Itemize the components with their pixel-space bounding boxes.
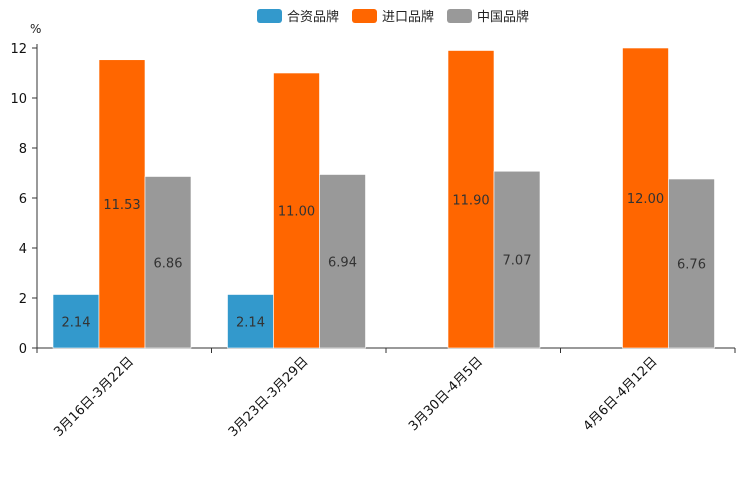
y-tick-label: 2 <box>19 292 27 307</box>
legend-item[interactable]: 进口品牌 <box>352 9 434 25</box>
legend-swatch <box>352 9 377 23</box>
legend-item[interactable]: 中国品牌 <box>447 9 529 25</box>
y-tick-label: 10 <box>10 92 27 107</box>
y-tick-label: 12 <box>10 42 27 57</box>
y-tick-label: 4 <box>19 242 27 257</box>
legend-swatch <box>447 9 472 23</box>
data-label: 2.14 <box>62 315 91 330</box>
y-tick-label: 6 <box>19 192 27 207</box>
bar-进口品牌-0 <box>98 59 146 349</box>
bar-中国品牌-3 <box>668 178 715 349</box>
legend: 合资品牌 进口品牌 中国品牌 <box>257 9 529 25</box>
legend-swatch <box>257 9 282 23</box>
legend-label: 进口品牌 <box>382 9 434 25</box>
bar-中国品牌-0 <box>144 176 192 349</box>
bar-进口品牌-3 <box>622 47 669 349</box>
x-tick-label: 3月30日-4月5日 <box>406 354 486 434</box>
data-label: 6.94 <box>328 255 357 270</box>
legend-label: 中国品牌 <box>477 9 529 25</box>
bar-中国品牌-1 <box>319 174 366 349</box>
bars <box>52 47 715 349</box>
data-label: 11.00 <box>278 205 315 220</box>
y-axis-unit: % <box>30 22 41 36</box>
data-labels: 2.14 2.14 11.53 11.00 11.90 12.00 6.86 6.94 7.07… <box>62 192 706 330</box>
legend-label: 合资品牌 <box>287 9 339 25</box>
bar-进口品牌-2 <box>447 50 495 349</box>
y-tick-label: 0 <box>19 342 27 357</box>
data-label: 11.90 <box>452 193 489 208</box>
data-label: 11.53 <box>103 198 140 213</box>
x-axis: 3月16日-3月22日 3月23日-3月29日 3月30日-4月5日 4月6日-4月1… <box>36 347 736 440</box>
bar-中国品牌-2 <box>493 170 541 349</box>
x-tick-label: 4月6日-4月12日 <box>581 354 661 434</box>
data-label: 2.14 <box>236 315 265 330</box>
data-label: 12.00 <box>627 192 664 207</box>
legend-item[interactable]: 合资品牌 <box>257 9 339 25</box>
x-tick-label: 3月16日-3月22日 <box>51 354 137 440</box>
data-label: 6.86 <box>154 256 183 271</box>
y-axis: 0 2 4 6 8 10 12 <box>10 42 38 357</box>
data-label: 7.07 <box>503 254 532 269</box>
data-label: 6.76 <box>677 258 706 273</box>
y-tick-label: 8 <box>19 142 27 157</box>
x-tick-label: 3月23日-3月29日 <box>226 354 312 440</box>
